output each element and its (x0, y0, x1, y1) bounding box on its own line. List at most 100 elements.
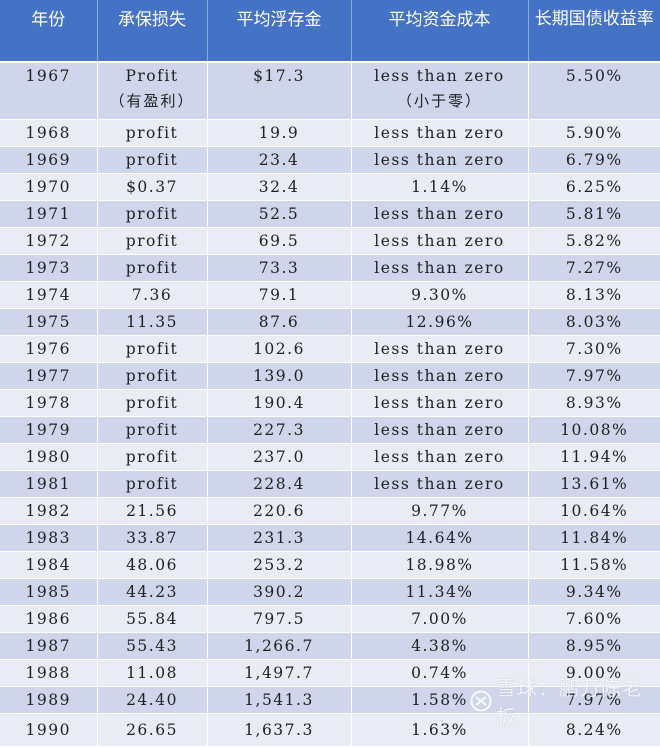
cell-year-value: 1975 (25, 312, 71, 331)
cell-underwriting-loss-value: 21.56 (126, 501, 178, 520)
cell-cost-of-funds-value: less than zero (374, 231, 505, 250)
table-row: 1985 44.23 390.2 11.34% 9.34% (0, 578, 660, 606)
cell-underwriting-loss: 21.56 (97, 497, 208, 525)
cell-average-float: 237.0 (207, 443, 352, 471)
cell-underwriting-loss: 44.23 (97, 578, 208, 606)
cell-cost-of-funds: less than zero （小于零） (351, 62, 529, 120)
cell-cost-of-funds-value: 12.96% (405, 312, 474, 331)
cell-average-float-value: 1,541.3 (244, 690, 314, 709)
cell-average-float: 1,497.7 (207, 659, 352, 687)
cell-average-float: 231.3 (207, 524, 352, 552)
cell-average-float: 227.3 (207, 416, 352, 444)
cell-year: 1971 (0, 200, 98, 228)
cell-cost-of-funds: less than zero (351, 227, 529, 255)
cell-average-float-value: 190.4 (253, 393, 305, 412)
cell-year: 1985 (0, 578, 98, 606)
cell-average-float: 73.3 (207, 254, 352, 282)
cell-average-float: 390.2 (207, 578, 352, 606)
table-row: 1986 55.84 797.5 7.00% 7.60% (0, 605, 660, 633)
cell-treasury-yield: 8.13% (528, 281, 660, 309)
cell-average-float-value: 52.5 (258, 204, 300, 223)
cell-average-float: 220.6 (207, 497, 352, 525)
cell-year-value: 1973 (25, 258, 71, 277)
cell-year: 1981 (0, 470, 98, 498)
cell-treasury-yield-value: 10.64% (560, 501, 629, 520)
cell-treasury-yield: 7.97% (528, 686, 660, 714)
cell-average-float-value: 79.1 (258, 285, 300, 304)
cell-treasury-yield: 5.50% (528, 62, 660, 120)
cell-cost-of-funds-value: 18.98% (405, 555, 474, 574)
cell-year-value: 1972 (25, 231, 71, 250)
cell-underwriting-loss: $0.37 (97, 173, 208, 201)
cell-treasury-yield: 8.24% (528, 713, 660, 747)
cell-year: 1970 (0, 173, 98, 201)
cell-average-float-value: 253.2 (253, 555, 305, 574)
cell-underwriting-loss-value: profit (125, 150, 179, 169)
cell-underwriting-loss: 55.84 (97, 605, 208, 633)
cell-treasury-yield-value: 11.58% (560, 555, 629, 574)
cell-year: 1974 (0, 281, 98, 309)
cell-cost-of-funds-value: 9.77% (411, 501, 468, 520)
cell-cost-of-funds-value: less than zero (374, 447, 505, 466)
cell-underwriting-loss-value: 24.40 (126, 690, 178, 709)
cell-year: 1973 (0, 254, 98, 282)
cell-year-value: 1988 (25, 663, 71, 682)
cell-year: 1983 (0, 524, 98, 552)
table-row: 1969 profit 23.4 less than zero 6.79% (0, 146, 660, 174)
cell-underwriting-loss: profit (97, 470, 208, 498)
cell-average-float: 52.5 (207, 200, 352, 228)
cell-cost-of-funds-value: less than zero (374, 67, 505, 85)
cell-cost-of-funds: 18.98% (351, 551, 529, 579)
cell-cost-of-funds-value: less than zero (374, 393, 505, 412)
table-row: 1982 21.56 220.6 9.77% 10.64% (0, 497, 660, 525)
cell-year: 1968 (0, 119, 98, 147)
cell-underwriting-loss: profit (97, 254, 208, 282)
cell-year: 1984 (0, 551, 98, 579)
cell-treasury-yield: 8.03% (528, 308, 660, 336)
cell-underwriting-loss: profit (97, 443, 208, 471)
cell-year: 1980 (0, 443, 98, 471)
cell-underwriting-loss-value: profit (125, 204, 179, 223)
cell-year-value: 1982 (25, 501, 71, 520)
cell-average-float: $17.3 (207, 62, 352, 120)
cell-underwriting-loss: profit (97, 335, 208, 363)
cell-average-float: 19.9 (207, 119, 352, 147)
cell-treasury-yield: 6.25% (528, 173, 660, 201)
cell-year: 1976 (0, 335, 98, 363)
cell-underwriting-loss: profit (97, 227, 208, 255)
cell-treasury-yield-value: 7.30% (565, 339, 623, 358)
table-row: 1978 profit 190.4 less than zero 8.93% (0, 389, 660, 417)
cell-cost-of-funds: less than zero (351, 119, 529, 147)
cell-underwriting-loss: 33.87 (97, 524, 208, 552)
cell-treasury-yield-value: 6.79% (565, 150, 623, 169)
cell-underwriting-loss-value: profit (125, 339, 179, 358)
cell-year: 1978 (0, 389, 98, 417)
cell-underwriting-loss: 48.06 (97, 551, 208, 579)
cell-cost-of-funds: less than zero (351, 254, 529, 282)
cell-year: 1990 (0, 713, 98, 747)
table-row: 1971 profit 52.5 less than zero 5.81% (0, 200, 660, 228)
cell-year-value: 1969 (25, 150, 71, 169)
cell-year-value: 1967 (25, 67, 71, 85)
cell-underwriting-loss: profit (97, 146, 208, 174)
cell-underwriting-loss: profit (97, 389, 208, 417)
cell-year-value: 1981 (25, 474, 71, 493)
cell-average-float-value: 797.5 (253, 609, 305, 628)
cell-average-float: 1,541.3 (207, 686, 352, 714)
cell-treasury-yield-value: 7.60% (565, 609, 623, 628)
table-row: 1980 profit 237.0 less than zero 11.94% (0, 443, 660, 471)
cell-year: 1988 (0, 659, 98, 687)
cell-treasury-yield-value: 10.08% (560, 420, 629, 439)
cell-cost-of-funds-value: 9.30% (411, 285, 468, 304)
cell-underwriting-loss-value: 48.06 (126, 555, 178, 574)
cell-average-float-value: $17.3 (253, 67, 305, 85)
cell-average-float: 69.5 (207, 227, 352, 255)
cell-treasury-yield: 6.79% (528, 146, 660, 174)
cell-treasury-yield: 11.94% (528, 443, 660, 471)
cell-average-float-value: 73.3 (258, 258, 300, 277)
cell-treasury-yield: 7.60% (528, 605, 660, 633)
cell-cost-of-funds-value: 14.64% (405, 528, 474, 547)
cell-treasury-yield-value: 9.00% (565, 663, 623, 682)
cell-cost-of-funds-value: less than zero (374, 474, 505, 493)
cell-average-float-value: 32.4 (258, 177, 300, 196)
